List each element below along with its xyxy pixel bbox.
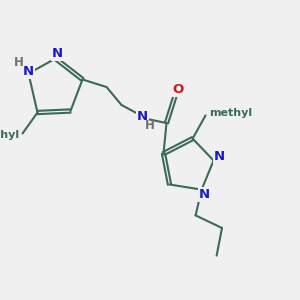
Text: N: N — [51, 46, 63, 60]
Text: N: N — [198, 188, 210, 201]
Text: H: H — [145, 118, 155, 132]
Text: N: N — [214, 150, 225, 164]
Text: H: H — [14, 56, 24, 69]
Text: methyl: methyl — [209, 108, 252, 118]
Text: N: N — [23, 64, 34, 78]
Text: O: O — [172, 83, 184, 96]
Text: N: N — [136, 110, 148, 123]
Text: methyl: methyl — [0, 130, 19, 140]
